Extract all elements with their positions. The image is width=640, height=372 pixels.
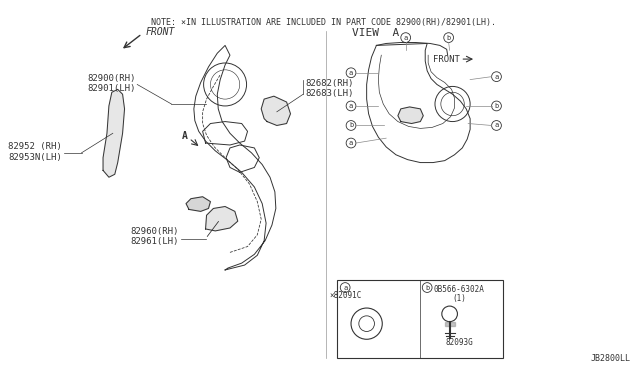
Text: 82960(RH)
82961(LH): 82960(RH) 82961(LH)	[131, 227, 179, 247]
Polygon shape	[261, 96, 291, 125]
Text: a: a	[349, 140, 353, 146]
Polygon shape	[103, 89, 125, 177]
Text: a: a	[404, 35, 408, 41]
Text: b: b	[425, 285, 429, 291]
Text: A: A	[182, 131, 188, 141]
Text: 82900(RH)
82901(LH): 82900(RH) 82901(LH)	[87, 74, 135, 93]
Text: a: a	[349, 103, 353, 109]
Text: b: b	[447, 35, 451, 41]
Text: FRONT: FRONT	[146, 27, 175, 37]
Text: a: a	[494, 122, 499, 128]
Polygon shape	[205, 206, 238, 231]
Polygon shape	[398, 107, 423, 124]
Text: a: a	[343, 285, 348, 291]
Text: FRONT: FRONT	[433, 55, 460, 64]
Polygon shape	[186, 197, 211, 211]
Text: a: a	[349, 70, 353, 76]
Text: 82952 (RH)
82953N(LH): 82952 (RH) 82953N(LH)	[8, 142, 62, 161]
Text: 82093G: 82093G	[445, 338, 473, 347]
Text: NOTE: ×IN ILLUSTRATION ARE INCLUDED IN PART CODE 82900(RH)/82901(LH).: NOTE: ×IN ILLUSTRATION ARE INCLUDED IN P…	[151, 18, 496, 27]
Text: a: a	[494, 74, 499, 80]
Text: VIEW  A: VIEW A	[352, 28, 399, 38]
Text: 82682(RH)
82683(LH): 82682(RH) 82683(LH)	[305, 78, 353, 98]
Text: ×82091C: ×82091C	[329, 291, 362, 301]
Text: (1): (1)	[452, 294, 467, 303]
Text: b: b	[494, 103, 499, 109]
Text: 0B566-6302A: 0B566-6302A	[434, 285, 485, 294]
Polygon shape	[445, 322, 454, 326]
Text: b: b	[349, 122, 353, 128]
Text: JB2800LL: JB2800LL	[590, 354, 630, 363]
